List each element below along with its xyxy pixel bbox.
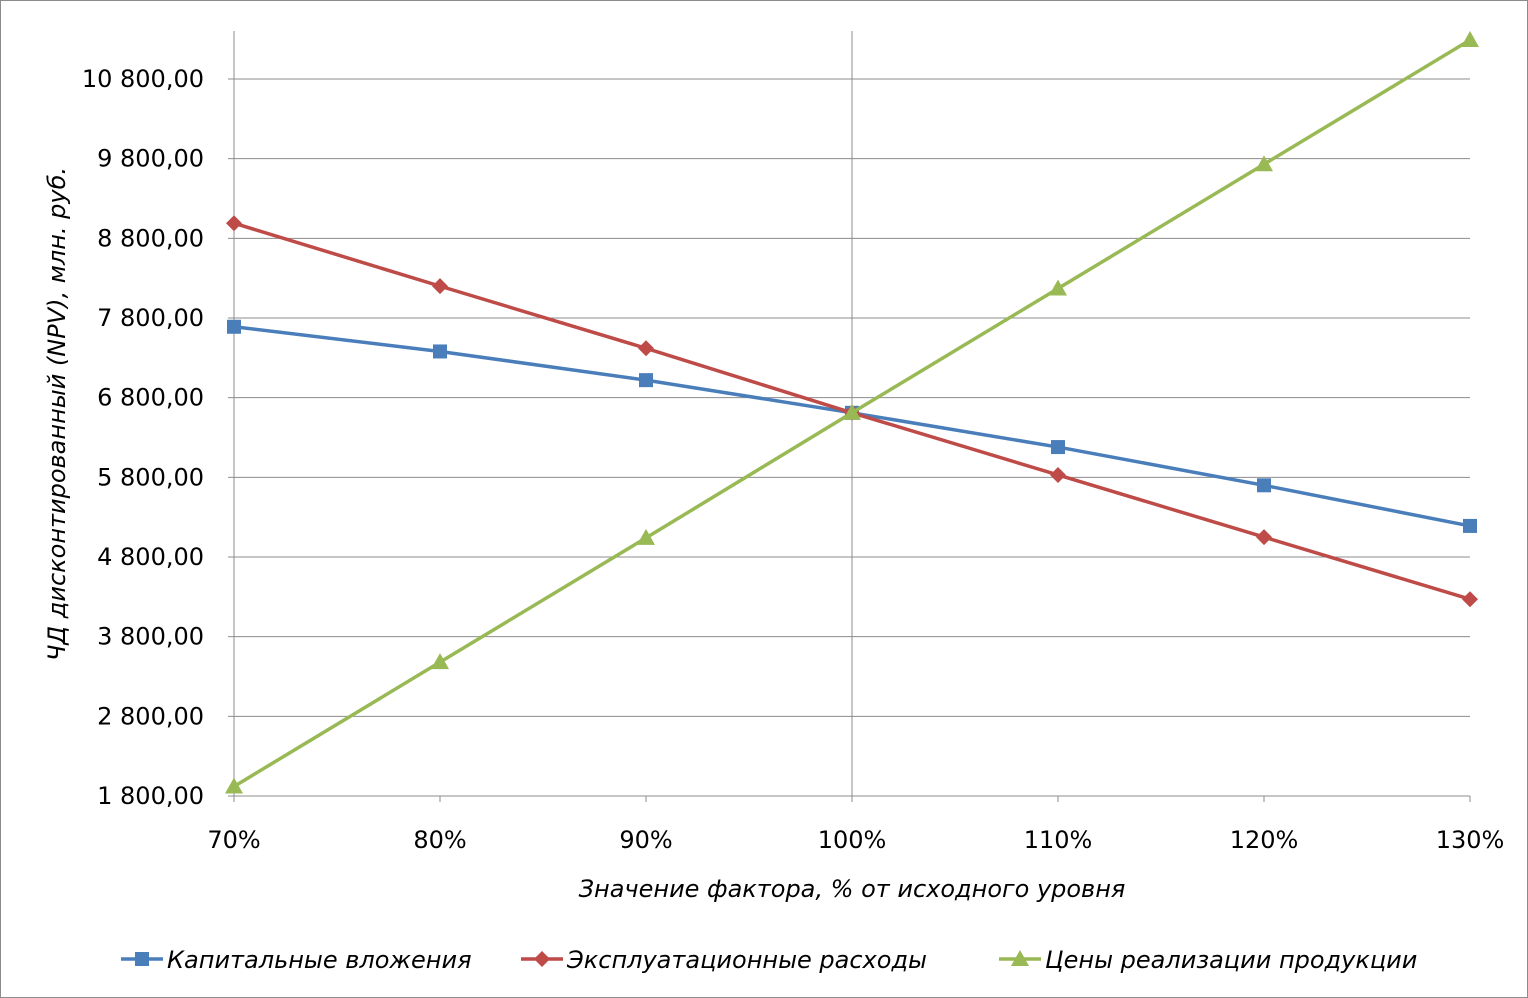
- series-1-point: [1257, 478, 1271, 493]
- legend-label-2: Эксплуатационные расходы: [566, 946, 927, 974]
- series-2-point: [1462, 591, 1478, 608]
- y-tick-label: 2 800,00: [97, 702, 204, 730]
- y-tick-label: 3 800,00: [97, 623, 204, 651]
- y-tick-label: 4 800,00: [97, 543, 204, 571]
- series-2-point: [226, 215, 242, 232]
- y-tick-label: 6 800,00: [97, 384, 204, 412]
- y-tick-label: 10 800,00: [82, 65, 204, 93]
- legend-marker-2: [534, 951, 550, 967]
- series-2-point: [1256, 529, 1272, 546]
- series-1-point: [1051, 440, 1065, 455]
- legend-label-3: Цены реализации продукции: [1045, 946, 1417, 974]
- y-tick-label: 5 800,00: [97, 463, 204, 491]
- x-tick-label: 100%: [818, 826, 887, 854]
- series-3-point: [1049, 279, 1067, 296]
- x-tick-label: 90%: [619, 826, 672, 854]
- legend-marker-1: [135, 952, 149, 966]
- y-tick-label: 7 800,00: [97, 304, 204, 332]
- x-tick-label: 130%: [1436, 826, 1505, 854]
- series-2-point: [1050, 466, 1066, 483]
- x-tick-label: 70%: [207, 826, 260, 854]
- series-1-point: [639, 373, 653, 388]
- series-1-point: [433, 344, 447, 359]
- series-3-point: [843, 403, 861, 420]
- series-1-point: [1463, 518, 1477, 533]
- legend-label-1: Капитальные вложения: [167, 946, 472, 974]
- x-tick-label: 80%: [413, 826, 466, 854]
- series-2-point: [638, 340, 654, 357]
- x-tick-label: 120%: [1230, 826, 1299, 854]
- series-3-point: [225, 777, 243, 794]
- legend-marker-3: [1011, 950, 1029, 966]
- y-axis-title: ЧД дисконтированный (NPV), млн. руб.: [43, 167, 71, 661]
- series-3-point: [1255, 155, 1273, 172]
- y-tick-label: 9 800,00: [97, 145, 204, 173]
- x-axis-title: Значение фактора, % от исходного уровня: [579, 875, 1126, 903]
- x-tick-label: 110%: [1024, 826, 1093, 854]
- series-1-point: [227, 319, 241, 334]
- series-2-point: [432, 278, 448, 295]
- series-3-point: [637, 528, 655, 545]
- y-tick-label: 8 800,00: [97, 224, 204, 252]
- series-3-point: [431, 653, 449, 670]
- series-3-point: [1461, 30, 1479, 47]
- y-tick-label: 1 800,00: [97, 782, 204, 810]
